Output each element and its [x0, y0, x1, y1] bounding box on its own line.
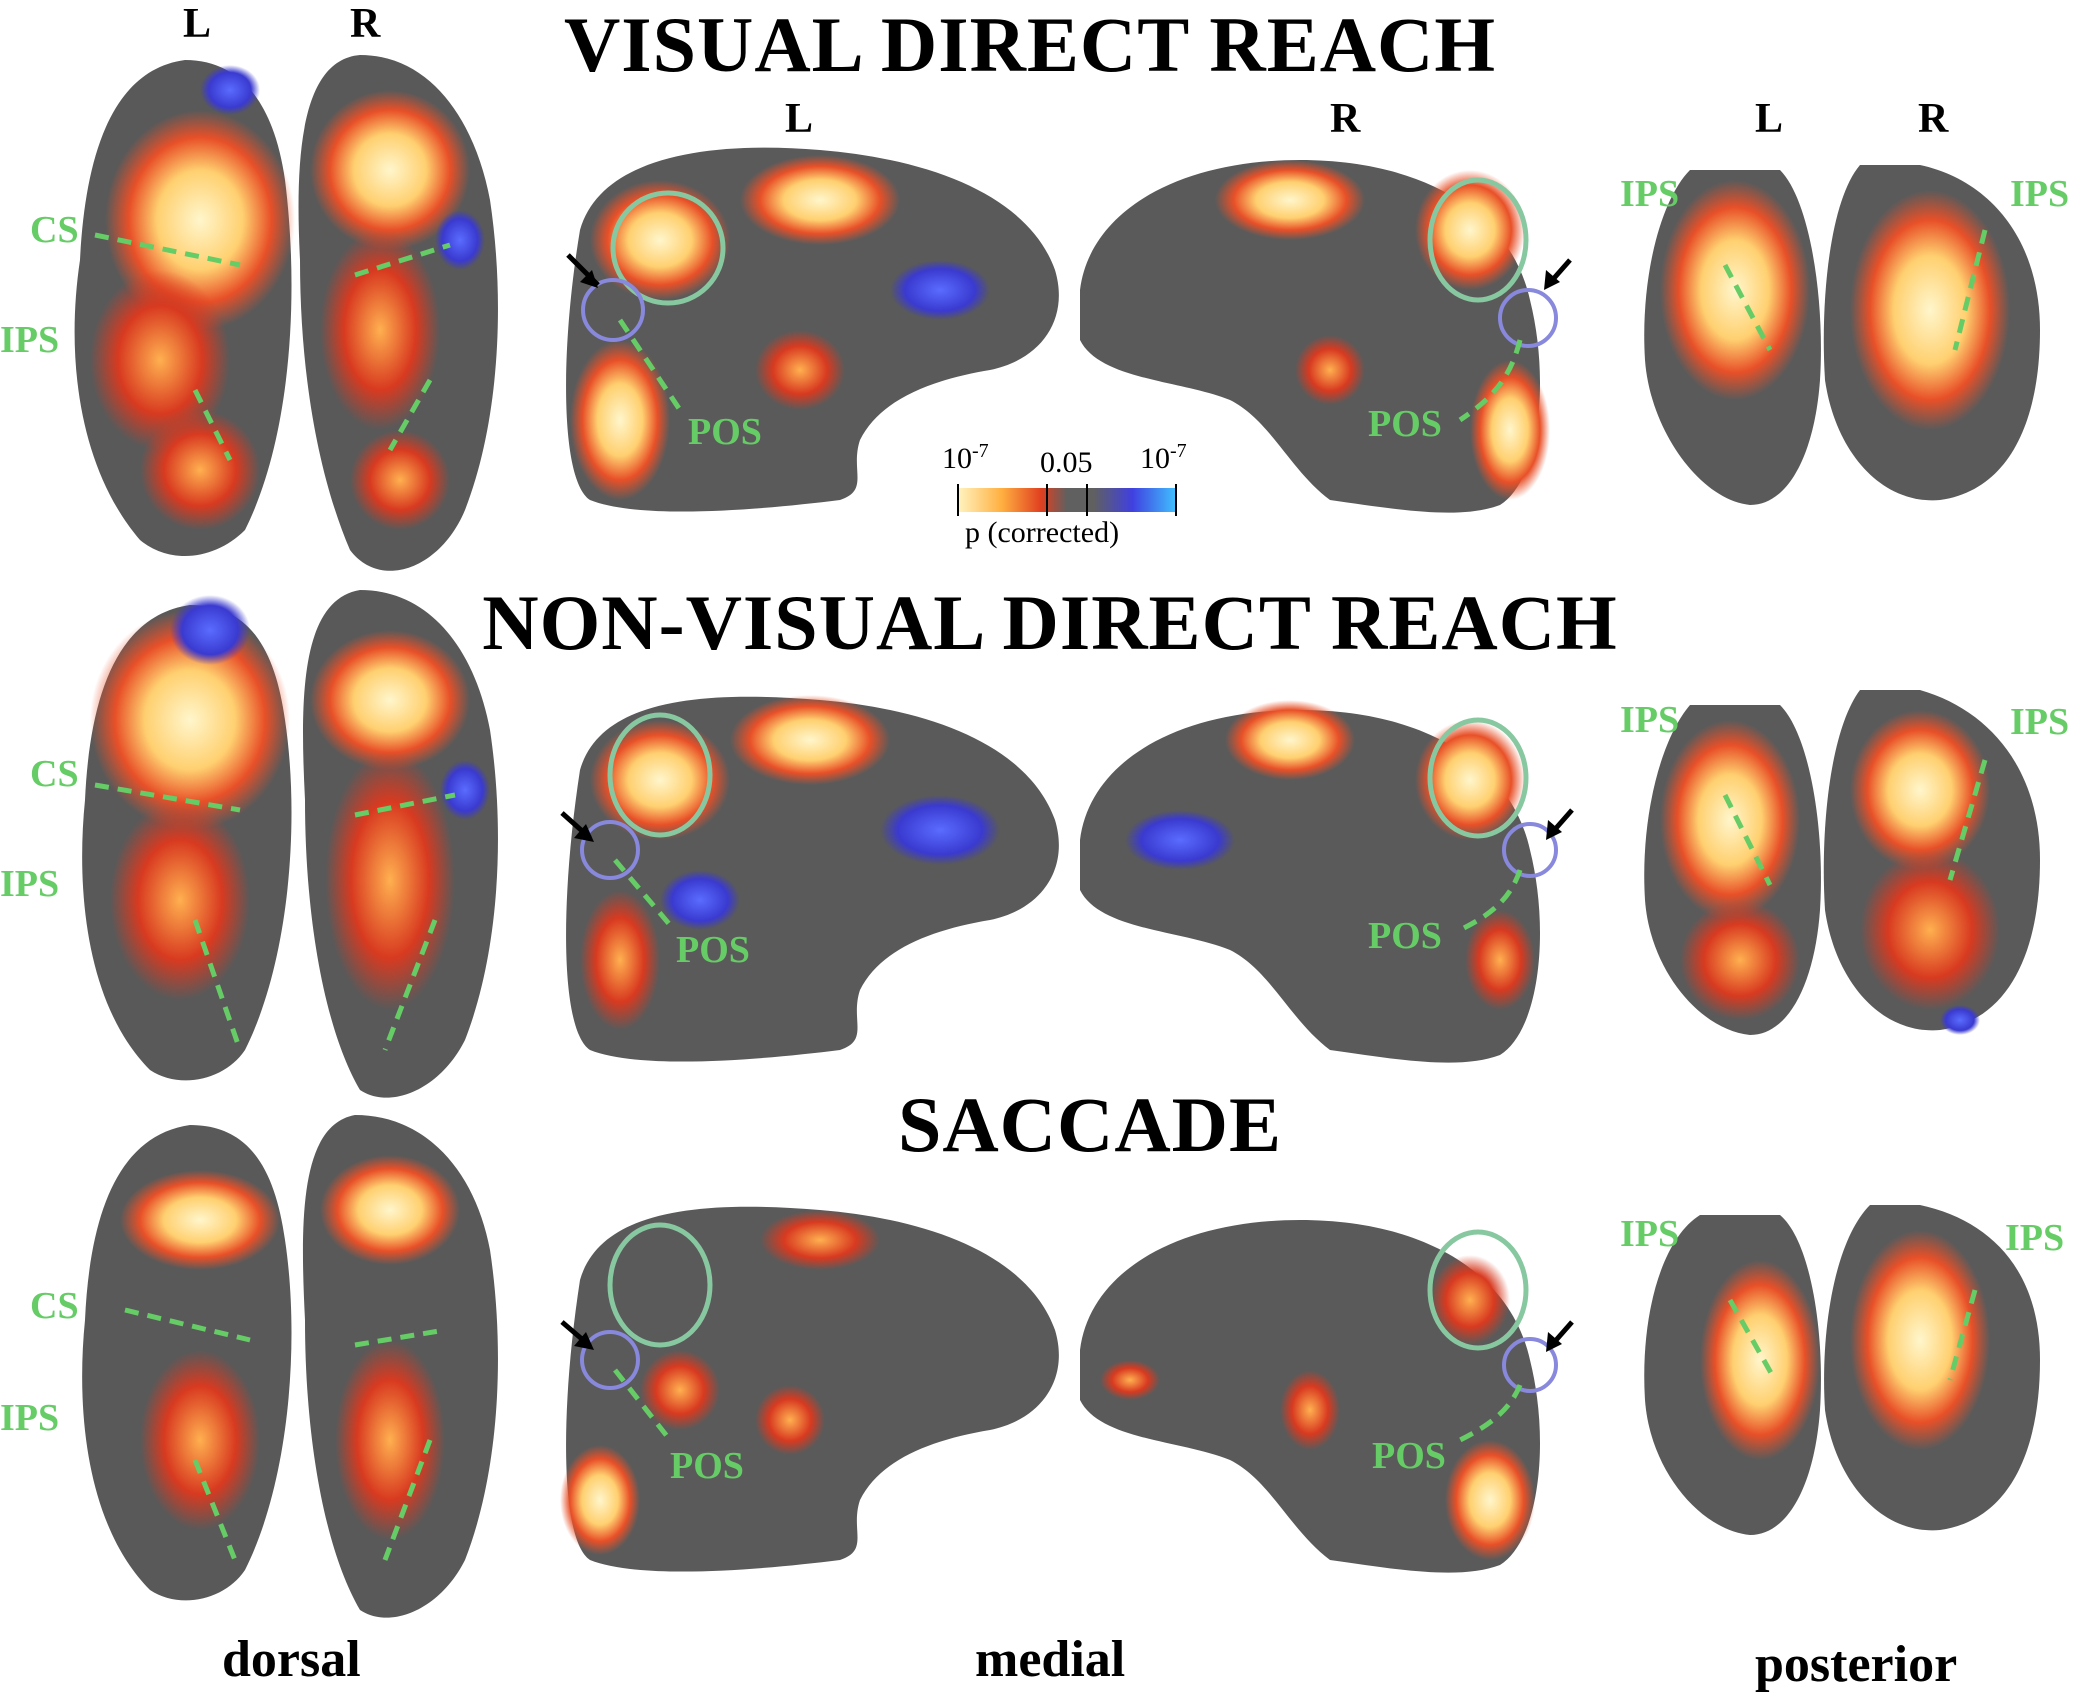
posterior-left-hemisphere-row1	[1644, 170, 1821, 505]
medial-right-hemisphere-row3	[1080, 1220, 1540, 1573]
dorsal-left-hemisphere-row2	[82, 595, 292, 1081]
view-label-dorsal: dorsal	[222, 1631, 361, 1688]
colorbar-right-tick: 10-7	[1140, 440, 1187, 475]
ips-label-posterior-right-row3: IPS	[2005, 1217, 2065, 1259]
dorsal-right-hemisphere-row1	[298, 55, 498, 571]
ips-label-dorsal-row3: IPS	[0, 1397, 60, 1439]
colorbar	[958, 488, 1176, 512]
ips-label-posterior-left-row1: IPS	[1620, 173, 1680, 215]
dorsal-left-hemisphere-row1	[74, 60, 295, 557]
medial-right-hemisphere-row1	[1080, 160, 1550, 513]
ips-label-posterior-left-row2: IPS	[1620, 699, 1680, 741]
colorbar-mid-tick: 0.05	[1040, 446, 1093, 479]
ips-label-dorsal-row2: IPS	[0, 863, 60, 905]
view-label-medial: medial	[975, 1631, 1126, 1688]
cs-label-row2: CS	[30, 753, 79, 795]
medial-left-hemisphere-row3	[560, 1206, 1059, 1572]
dorsal-left-label: L	[183, 1, 212, 47]
ips-label-posterior-left-row3: IPS	[1620, 1213, 1680, 1255]
posterior-right-hemisphere-row2	[1823, 690, 2040, 1035]
dorsal-left-hemisphere-row3	[82, 1125, 292, 1601]
pos-label-left-row1: POS	[688, 411, 762, 453]
ips-label-posterior-right-row2: IPS	[2010, 701, 2070, 743]
posterior-left-hemisphere-row2	[1644, 705, 1821, 1035]
colorbar-left-tick: 10-7	[942, 440, 989, 475]
pos-label-right-row3: POS	[1372, 1435, 1446, 1477]
pos-label-left-row3: POS	[670, 1445, 744, 1487]
medial-left-label: L	[785, 96, 814, 142]
posterior-right-hemisphere-row3	[1824, 1205, 2040, 1531]
pos-label-right-row2: POS	[1368, 915, 1442, 957]
posterior-left-hemisphere-row3	[1644, 1215, 1821, 1535]
cs-label-row1: CS	[30, 209, 79, 251]
title-non-visual-direct-reach: NON-VISUAL DIRECT REACH	[482, 579, 1618, 666]
colorbar-label: p (corrected)	[965, 516, 1120, 549]
view-label-posterior: posterior	[1755, 1636, 1958, 1693]
ips-label-dorsal-row1: IPS	[0, 319, 60, 361]
ips-label-posterior-right-row1: IPS	[2010, 173, 2070, 215]
dorsal-right-label: R	[350, 1, 381, 47]
pos-label-left-row2: POS	[676, 929, 750, 971]
posterior-right-label: R	[1918, 96, 1949, 142]
posterior-right-hemisphere-row1	[1823, 165, 2040, 501]
dorsal-right-hemisphere-row3	[302, 1115, 498, 1618]
medial-right-hemisphere-row2	[1080, 700, 1540, 1063]
medial-left-hemisphere-row1	[566, 147, 1059, 512]
posterior-left-label: L	[1755, 96, 1784, 142]
dorsal-right-hemisphere-row2	[303, 590, 498, 1098]
medial-right-label: R	[1330, 96, 1361, 142]
medial-left-hemisphere-row2	[566, 695, 1059, 1062]
pos-label-right-row1: POS	[1368, 403, 1442, 445]
title-visual-direct-reach: VISUAL DIRECT REACH	[563, 1, 1497, 88]
title-saccade: SACCADE	[897, 1081, 1283, 1168]
cs-label-row3: CS	[30, 1285, 79, 1327]
